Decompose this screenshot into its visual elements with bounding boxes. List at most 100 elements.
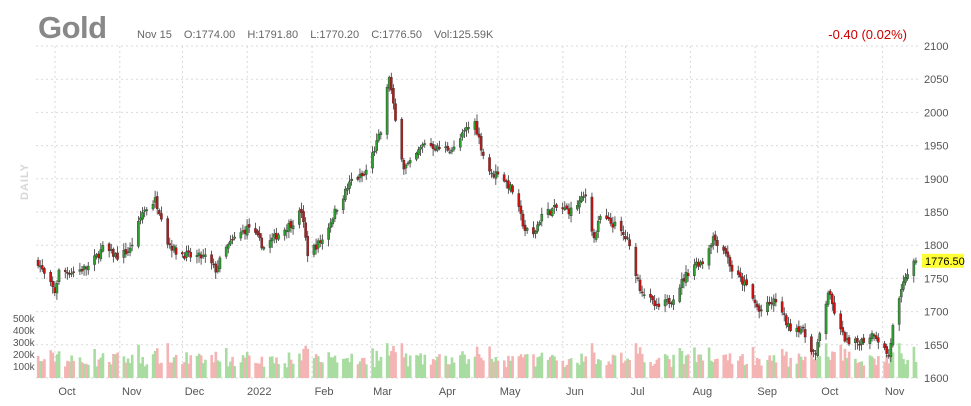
candle-body bbox=[86, 265, 90, 271]
volume-bar bbox=[795, 363, 799, 378]
candle-body bbox=[275, 232, 278, 240]
x-tick-label: Nov bbox=[122, 386, 142, 398]
volume-bar bbox=[519, 354, 523, 378]
candle-body bbox=[458, 138, 462, 148]
volume-bar bbox=[204, 359, 207, 378]
volume-bar bbox=[561, 360, 565, 378]
candle-body bbox=[329, 222, 332, 228]
volume-bar bbox=[43, 359, 46, 378]
candle-body bbox=[833, 302, 836, 314]
candle-body bbox=[828, 290, 832, 295]
candle-body bbox=[488, 157, 491, 172]
candle-body bbox=[109, 249, 113, 251]
axis-labels: 1600 1650 1700 1750 1800 1850 1900 1950 2000 2050… bbox=[13, 41, 965, 398]
volume-bar bbox=[847, 351, 851, 378]
volume-bar bbox=[153, 350, 157, 378]
candle-body bbox=[130, 244, 134, 247]
candle-body bbox=[695, 261, 698, 266]
candle-body bbox=[344, 188, 347, 201]
volume-bar bbox=[548, 356, 552, 378]
candle-body bbox=[891, 325, 895, 346]
volume-bar bbox=[507, 355, 510, 378]
volume-bar bbox=[452, 362, 456, 378]
candle-body bbox=[137, 221, 140, 247]
candle-body bbox=[774, 299, 778, 303]
candle-body bbox=[599, 216, 602, 220]
candle-body bbox=[429, 143, 433, 146]
candle-body bbox=[862, 337, 865, 343]
candle-body bbox=[772, 298, 776, 306]
candle-body bbox=[95, 254, 98, 257]
candle-body bbox=[379, 132, 383, 135]
candle-body bbox=[465, 127, 468, 131]
volume-bar bbox=[306, 348, 310, 378]
candle-body bbox=[709, 245, 713, 248]
candle-body bbox=[101, 245, 105, 252]
volume-tick-label: 100k bbox=[13, 362, 36, 373]
volume-bar bbox=[538, 356, 542, 378]
volume-bar bbox=[900, 353, 903, 378]
candle-body bbox=[170, 245, 174, 251]
volume-bar bbox=[622, 362, 625, 378]
candle-body bbox=[36, 259, 40, 266]
candle-body bbox=[684, 272, 688, 283]
volume-bar bbox=[342, 358, 345, 378]
volume-bar bbox=[467, 359, 471, 378]
volume-bar bbox=[38, 361, 42, 378]
ohlc-readout: Nov 15 O:1774.00 H:1791.80 L:1770.20 C:1… bbox=[137, 29, 502, 41]
volume-bar bbox=[490, 358, 494, 378]
volume-bar bbox=[331, 357, 335, 378]
volume-bar bbox=[49, 350, 53, 378]
volume-bar bbox=[239, 362, 243, 378]
volume-bar bbox=[402, 357, 406, 378]
volume-bar bbox=[172, 357, 176, 378]
candle-body bbox=[151, 203, 155, 210]
candle-body bbox=[239, 232, 243, 239]
candle-body bbox=[584, 194, 587, 197]
candle-body bbox=[670, 302, 673, 305]
volume-bar bbox=[218, 361, 222, 378]
candle-body bbox=[143, 209, 146, 212]
volume-bar bbox=[375, 350, 379, 378]
candle-body bbox=[770, 302, 773, 305]
volume-bar bbox=[390, 350, 393, 378]
candle-body bbox=[139, 217, 142, 221]
volume-bar bbox=[82, 363, 86, 378]
candle-body bbox=[304, 222, 307, 238]
candle-body bbox=[348, 181, 351, 189]
candle-body bbox=[333, 208, 337, 219]
candle-body bbox=[638, 279, 642, 292]
volume-bar bbox=[757, 359, 761, 378]
volume-bar bbox=[277, 364, 280, 378]
candle-body bbox=[350, 178, 353, 182]
volume-bar bbox=[287, 352, 291, 378]
volume-bar bbox=[160, 362, 163, 378]
x-tick-label: Oct bbox=[821, 386, 838, 398]
volume-bar bbox=[914, 361, 918, 378]
candle-body bbox=[701, 261, 705, 264]
volume-bar bbox=[611, 354, 615, 378]
volume-bar bbox=[417, 355, 420, 378]
candle-body bbox=[730, 264, 734, 272]
volume-bar bbox=[753, 364, 757, 378]
candle-body bbox=[55, 283, 59, 294]
candle-body bbox=[845, 338, 849, 340]
candle-body bbox=[711, 236, 715, 246]
volume-bar bbox=[532, 354, 535, 378]
volume-bar bbox=[421, 364, 425, 378]
volume-bar bbox=[66, 360, 69, 378]
volume-bar bbox=[580, 353, 583, 378]
volume-bar bbox=[41, 361, 44, 378]
volume-bar bbox=[99, 357, 103, 378]
volume-bar bbox=[509, 360, 512, 378]
candle-body bbox=[787, 323, 790, 328]
candle-body bbox=[872, 334, 876, 337]
candle-body bbox=[97, 253, 101, 259]
candle-body bbox=[258, 233, 261, 238]
candle-body bbox=[496, 171, 500, 175]
y-tick-label: 2050 bbox=[924, 74, 948, 86]
volume-bar bbox=[672, 354, 675, 378]
volume-bar bbox=[856, 363, 859, 378]
candle-body bbox=[885, 346, 888, 354]
